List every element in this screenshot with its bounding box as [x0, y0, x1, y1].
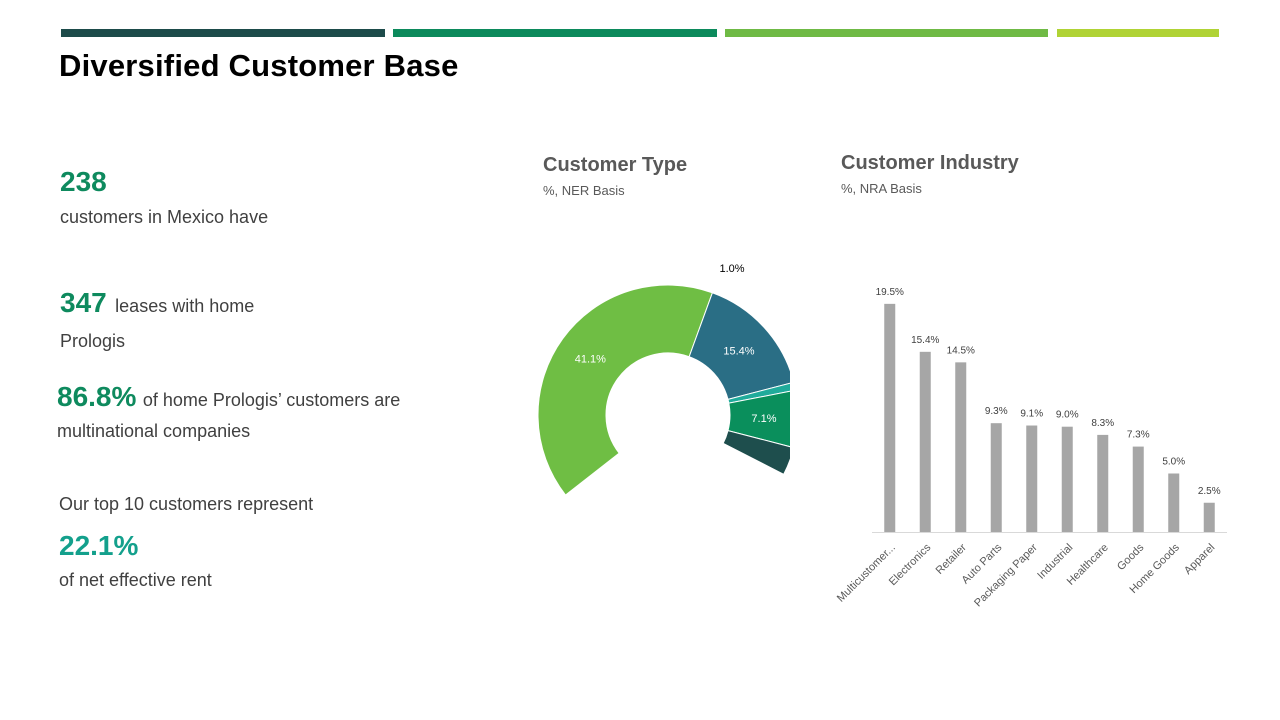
bar-value-label-4: 9.3% [985, 406, 1008, 417]
donut-label-3: 1.0% [719, 263, 744, 275]
header-strip-3 [725, 29, 1048, 37]
stat-leases: 347 leases with home [60, 287, 254, 319]
donut-slice-2 [688, 292, 790, 400]
stat-leases-text: leases with home [115, 296, 255, 316]
donut-label-2: 15.4% [723, 345, 754, 357]
stat-top10-text: of net effective rent [59, 570, 212, 590]
bar-value-label-3: 14.5% [947, 345, 975, 356]
bar-9 [1168, 473, 1180, 532]
stat-multinational: 86.8% of home Prologis’ customers are [57, 381, 400, 413]
stat-leases-text-2: Prologis [60, 331, 126, 351]
donut-chart-subtitle: %, NER Basis [543, 183, 625, 198]
bar-chart-subtitle: %, NRA Basis [841, 181, 922, 196]
stat-customers-text: customers in Mexico have [60, 207, 269, 227]
stat-top10-value: 22.1% [59, 530, 139, 561]
page-title: Diversified Customer Base [59, 48, 459, 83]
bar-category-label-1: Multicustomer... [835, 542, 898, 605]
bar-value-label-10: 2.5% [1198, 486, 1221, 497]
bar-6 [1061, 426, 1073, 532]
bar-1 [884, 303, 896, 532]
bar-category-label-8: Goods [1115, 541, 1147, 573]
bar-4 [990, 423, 1002, 532]
bar-value-label-1: 19.5% [876, 287, 904, 298]
donut-chart-title: Customer Type [543, 154, 688, 176]
bar-8 [1132, 446, 1144, 532]
bar-7 [1097, 434, 1109, 532]
bar-category-label-5: Packaging Paper [972, 541, 1040, 609]
donut-slice-5 [722, 429, 790, 476]
donut-slice-1 [537, 284, 714, 496]
bar-3 [955, 362, 967, 532]
bar-value-label-2: 15.4% [911, 335, 939, 346]
bar-value-label-7: 8.3% [1091, 418, 1114, 429]
stat-multinational-value: 86.8% [57, 381, 137, 412]
header-strip-1 [61, 29, 385, 37]
header-strip-4 [1057, 29, 1219, 37]
bar-value-label-6: 9.0% [1056, 410, 1079, 421]
donut-slice-4 [727, 390, 790, 448]
stat-multinational-text-2: multinational companies [57, 421, 251, 441]
header-strip-2 [393, 29, 717, 37]
bar-category-label-10: Apparel [1182, 542, 1217, 577]
bar-chart-title: Customer Industry [841, 152, 1019, 174]
customer-type-donut-chart: 41.1% 15.4% 1.0% 7.1% [537, 263, 790, 496]
bar-value-label-8: 7.3% [1127, 430, 1150, 441]
customer-industry-bar-chart: 19.5%Multicustomer...15.4%Electronics14.… [835, 287, 1227, 609]
bar-value-label-5: 9.1% [1020, 409, 1043, 420]
donut-label-1: 41.1% [575, 354, 606, 366]
bar-10 [1203, 502, 1215, 532]
stat-leases-value: 347 [60, 287, 107, 318]
bar-category-label-3: Retailer [934, 541, 970, 577]
stat-multinational-text: of home Prologis’ customers are [142, 390, 401, 410]
bar-value-label-9: 5.0% [1162, 457, 1185, 468]
stat-top10-lead: Our top 10 customers represent [59, 494, 314, 514]
bar-2 [919, 351, 931, 532]
stat-customers-value: 238 [60, 166, 107, 197]
bar-5 [1026, 425, 1038, 532]
donut-label-4: 7.1% [751, 413, 776, 425]
